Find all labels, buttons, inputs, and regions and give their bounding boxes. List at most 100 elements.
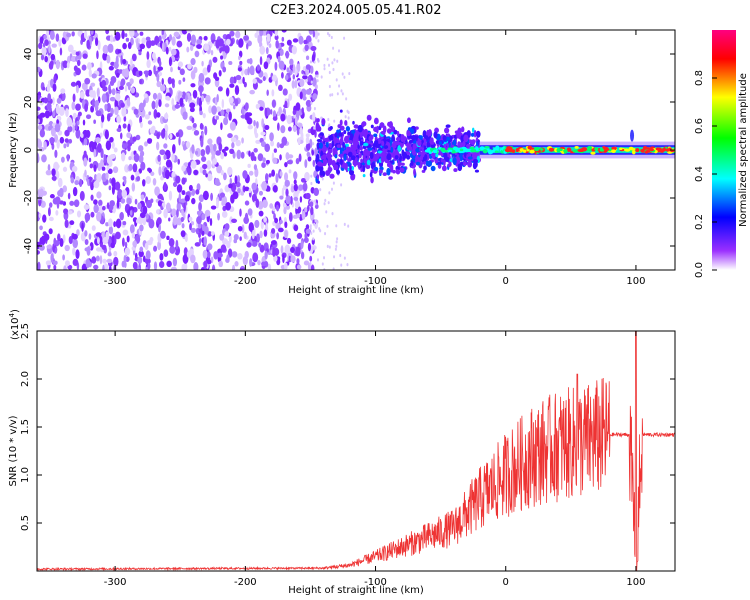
spectrogram-cell (311, 149, 315, 156)
spectrogram-cell (223, 151, 228, 157)
spectrogram-cell (429, 137, 434, 144)
spectrogram-cell (198, 237, 202, 245)
spectrogram-cell (198, 202, 202, 212)
spectrogram-cell (199, 110, 203, 116)
spectrogram-cell (244, 200, 250, 206)
spectrogram-cell (53, 264, 57, 270)
spectrogram-cell (158, 99, 162, 107)
spectrogram-cell (153, 245, 158, 252)
spectrogram-cell (382, 148, 388, 153)
spectrogram-cell (191, 188, 196, 197)
x-tick-label: -100 (364, 276, 387, 287)
spectrogram-cell (67, 264, 73, 270)
spectrogram-cell (191, 144, 195, 154)
spectrogram-cell (274, 30, 278, 37)
spectrogram-cell (124, 103, 128, 108)
spectrogram-cell (305, 142, 311, 151)
spectrogram-cell (219, 192, 226, 198)
spectrogram-cell (168, 34, 173, 41)
spectrogram-cell (135, 218, 140, 224)
spectrogram-cell (343, 36, 346, 40)
spectrogram-cell (50, 53, 56, 61)
spectrogram-cell (122, 229, 129, 236)
spectrogram-cell (413, 168, 416, 177)
spectrogram-cell (95, 110, 102, 117)
spectrogram-cell (235, 74, 242, 81)
spectrogram-cell (247, 124, 253, 130)
spectrogram-cell (156, 217, 162, 225)
spectrogram-cell (367, 147, 373, 151)
spectrogram-cell (373, 133, 378, 138)
spectrogram-cell (124, 33, 128, 38)
spectrogram-marks (37, 30, 675, 270)
spectrogram-cell (285, 204, 291, 210)
spectrogram-cell (296, 264, 302, 270)
spectrogram-cell (280, 245, 284, 254)
spectrogram-cell (453, 168, 458, 173)
spectrogram-cell (460, 135, 464, 143)
spectrogram-cell (303, 260, 310, 266)
spectrogram-cell (218, 69, 222, 77)
spectrogram-cell (215, 181, 221, 186)
spectrogram-cell (335, 78, 338, 82)
spectrogram-cell (286, 67, 290, 73)
spectrogram-cell (59, 238, 64, 247)
spectrogram-cell (65, 260, 70, 267)
x-tick-label: -200 (234, 577, 257, 588)
spectrogram-cell (229, 121, 236, 131)
spectrogram-cell (63, 265, 67, 270)
spectrogram-cell (71, 233, 78, 240)
spectrogram-cell (305, 99, 312, 107)
spectrogram-cell (529, 149, 535, 154)
spectrogram-cell (215, 115, 219, 120)
spectrogram-cell (264, 124, 270, 131)
spectrogram-cell (229, 177, 233, 185)
spectrogram-cell (321, 177, 324, 181)
spectrogram-cell (75, 123, 78, 131)
spectrogram-cell (388, 121, 393, 129)
spectrogram-cell (236, 175, 241, 184)
spectrogram-cell (287, 154, 294, 159)
spectrogram-cell (152, 177, 157, 186)
spectrogram-cell (290, 255, 296, 263)
spectrogram-cell (264, 173, 269, 182)
spectrogram-cell (522, 149, 527, 153)
spectrogram-cell (113, 147, 118, 153)
spectrogram-cell (297, 206, 302, 213)
spectrogram-cell (168, 46, 172, 52)
spectrogram-cell (285, 188, 289, 197)
spectrogram-cell (281, 30, 287, 33)
spectrogram-cell (105, 140, 112, 151)
spectrogram-cell (335, 244, 338, 248)
spectrogram-cell (175, 132, 180, 138)
spectrogram-cell (262, 76, 266, 82)
spectrogram-cell (192, 89, 198, 99)
spectrogram-cell (112, 166, 119, 174)
spectrogram-cell (312, 111, 316, 122)
spectrogram-cell (348, 140, 353, 144)
spectrogram-cell (345, 126, 351, 132)
spectrogram-cell (255, 198, 260, 209)
spectrogram-cell (118, 85, 124, 90)
spectrogram-cell (102, 44, 109, 55)
spectrogram-cell (276, 204, 279, 211)
spectrogram-cell (48, 43, 51, 54)
spectrogram-cell (182, 111, 188, 120)
spectrogram-cell (306, 151, 311, 157)
spectrogram-cell (291, 80, 296, 89)
spectrogram-cell (235, 139, 241, 147)
spectrogram-cell (437, 163, 442, 169)
spectrogram-cell (208, 105, 213, 114)
spectrogram-cell (314, 202, 317, 206)
spectrogram-cell (475, 130, 481, 138)
spectrogram-cell (196, 39, 203, 45)
spectrogram-cell (326, 152, 331, 159)
spectrogram-cell (202, 67, 209, 76)
spectrogram-cell (294, 79, 298, 89)
spectrogram-cell (282, 201, 287, 209)
spectrogram-cell (244, 212, 249, 222)
spectrogram-cell (275, 173, 279, 184)
spectrogram-cell (95, 137, 101, 143)
spectrogram-cell (400, 134, 405, 142)
